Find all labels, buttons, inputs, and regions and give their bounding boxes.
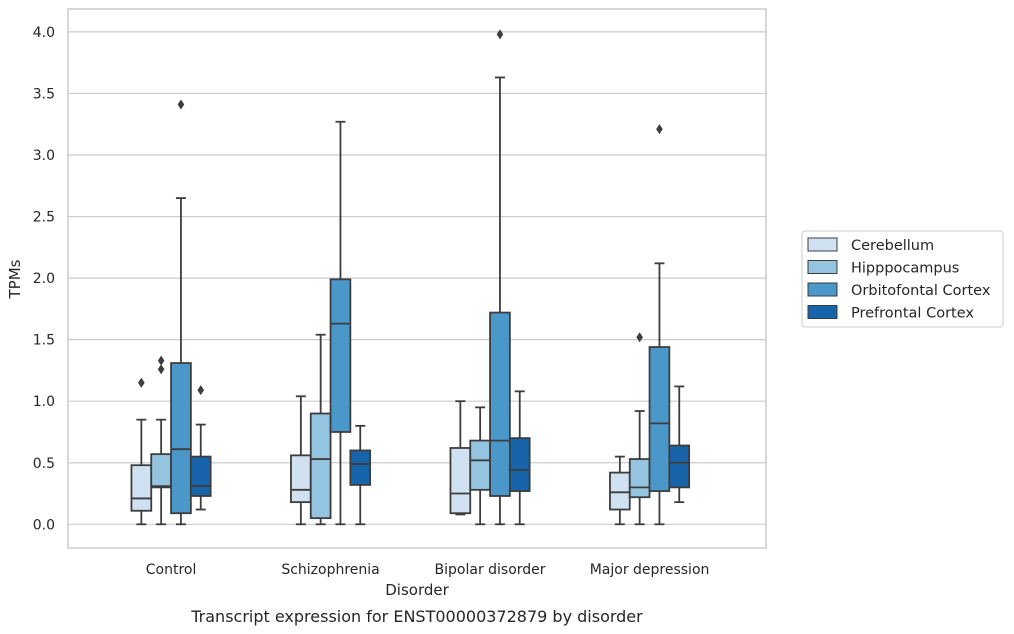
box-body: [349, 449, 372, 486]
figure-caption: Transcript expression for ENST0000037287…: [190, 607, 643, 626]
box-hipppocampus: [150, 355, 172, 526]
box-body: [469, 439, 491, 491]
box-body: [290, 454, 312, 504]
box-cerebellum: [449, 400, 472, 516]
legend-label: Hipppocampus: [851, 261, 959, 277]
outlier-point: [656, 124, 663, 135]
x-tick-labels: Control Schizophrenia Bipolar disorder Majo…: [146, 562, 710, 578]
box-body: [628, 458, 651, 499]
y-tick-label: 1.5: [33, 333, 55, 349]
y-tick-label: 3.5: [33, 86, 55, 102]
legend-swatch: [807, 282, 838, 297]
outlier-point: [138, 377, 145, 388]
outlier-point: [197, 385, 205, 396]
y-tick-label: 4.0: [33, 25, 55, 41]
box-cerebellum: [130, 377, 153, 526]
box-body: [449, 447, 472, 515]
legend-label: Orbitofontal Cortex: [851, 283, 991, 299]
box-prefrontal-cortex: [668, 385, 691, 504]
y-tick-label: 2.0: [33, 271, 55, 287]
x-tick-label: Major depression: [590, 562, 710, 578]
y-tick-label: 0.0: [33, 517, 55, 533]
legend-swatch: [807, 237, 838, 252]
plot-frame: [67, 8, 767, 549]
x-tick-label: Control: [146, 562, 197, 578]
box-body: [329, 278, 352, 433]
legend-swatch: [807, 305, 838, 319]
box-cerebellum: [609, 455, 631, 526]
box-body: [150, 453, 172, 489]
y-tick-labels: 0.0 0.5 1.0 1.5 2.0 2.5 3.0 3.5 4.0: [33, 25, 55, 533]
outlier-point: [157, 355, 165, 366]
box-prefrontal-cortex: [189, 385, 212, 511]
box-body: [309, 412, 332, 520]
box-hipppocampus: [469, 406, 491, 526]
box-body: [489, 311, 511, 497]
y-tick-label: 1.0: [33, 394, 55, 410]
y-tick-label: 2.5: [33, 210, 55, 226]
box-orbitofontal-cortex: [170, 99, 192, 526]
box-hipppocampus: [628, 332, 651, 526]
box-prefrontal-cortex: [349, 424, 372, 526]
box-cerebellum: [290, 395, 312, 526]
legend-swatch: [807, 260, 838, 274]
y-tick-label: 0.5: [33, 456, 55, 472]
box-orbitofontal-cortex: [648, 124, 671, 526]
box-body: [130, 464, 153, 512]
legend-label: Prefrontal Cortex: [851, 306, 974, 322]
y-tick-label: 3.0: [33, 148, 55, 164]
x-axis-title: Disorder: [385, 581, 449, 599]
x-tick-label: Bipolar disorder: [435, 562, 546, 578]
box-body: [609, 471, 631, 511]
box-orbitofontal-cortex: [329, 120, 352, 526]
legend-frame: [801, 230, 1004, 328]
box-body: [170, 362, 192, 515]
outlier-point: [636, 332, 643, 343]
legend-label: Cerebellum: [851, 238, 934, 254]
x-tick-label: Schizophrenia: [281, 562, 379, 578]
outlier-point: [177, 99, 185, 110]
box-body: [508, 437, 531, 492]
box-orbitofontal-cortex: [489, 29, 511, 526]
outlier-point: [496, 29, 504, 40]
box-body: [189, 455, 212, 497]
y-axis-title: TPMs: [6, 259, 24, 299]
box-hipppocampus: [309, 333, 332, 526]
legend: Cerebellum Hipppocampus Orbitofontal Corte…: [801, 230, 1004, 328]
outlier-point: [157, 364, 165, 375]
box-prefrontal-cortex: [508, 390, 531, 526]
box-body: [668, 444, 691, 489]
box-body: [648, 346, 671, 492]
boxes: [130, 29, 691, 526]
